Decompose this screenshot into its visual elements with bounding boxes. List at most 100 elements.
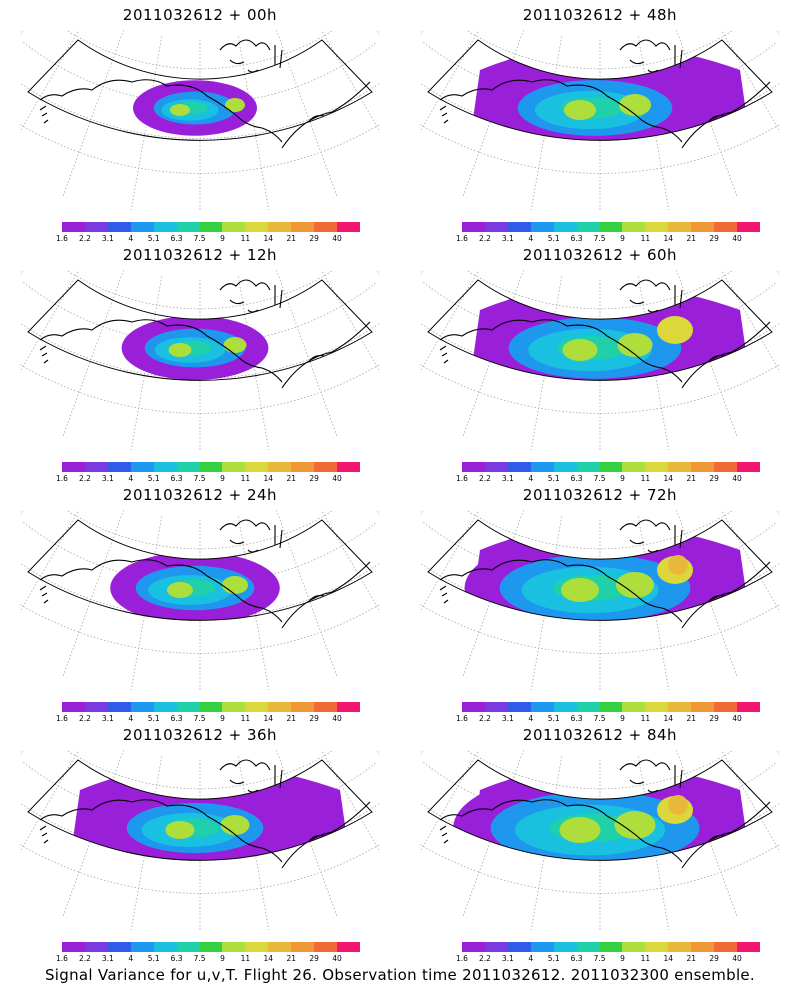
colorbar-swatch — [645, 702, 669, 712]
colorbar-tick-label: 3.1 — [101, 474, 114, 483]
colorbar-swatch — [62, 702, 85, 712]
variance-field — [121, 315, 269, 381]
colorbar-tick-label: 6.3 — [570, 714, 583, 723]
colorbar-tick-label: 5.1 — [547, 234, 560, 243]
colorbar-tick-label: 29 — [709, 474, 719, 483]
colorbar-tick-label: 3.1 — [501, 474, 514, 483]
colorbar-swatch — [107, 942, 131, 952]
domain-border — [27, 39, 373, 141]
colorbar-tick-label: 11 — [240, 954, 251, 963]
colorbar-tick-label: 7.5 — [193, 954, 206, 963]
panel-title: 2011032612 + 12h — [122, 246, 278, 264]
colorbar-swatch — [62, 462, 85, 472]
colorbar-tick-label: 4 — [128, 474, 134, 483]
colorbar-swatch — [337, 222, 360, 232]
colorbar-tick-label: 1.6 — [456, 954, 468, 963]
colorbar-swatch — [62, 222, 85, 232]
colorbar-swatch — [222, 942, 246, 952]
colorbar-swatch — [222, 702, 246, 712]
colorbar-swatch — [153, 462, 177, 472]
colorbar-tick-label: 7.5 — [593, 954, 606, 963]
map-plot — [20, 750, 380, 930]
colorbar-swatch — [576, 222, 600, 232]
colorbar-tick-label: 1.6 — [56, 714, 68, 723]
colorbar-ticks: 1.6 2.2 3.1 4 5.1 6.3 7.5 9 11 14 21 29 40 — [56, 954, 360, 964]
colorbar-swatch — [314, 462, 338, 472]
forecast-panel-4: 2011032612 + 24h 1.6 2.2 3.1 4 5.1 6.3 7.5 9 11 14… — [0, 480, 400, 723]
colorbar-swatch — [222, 222, 246, 232]
colorbar — [62, 222, 360, 232]
colorbar-tick-label: 3.1 — [101, 714, 114, 723]
colorbar-swatch — [599, 702, 623, 712]
colorbar-swatch — [576, 462, 600, 472]
colorbar-swatch — [314, 222, 338, 232]
colorbar-swatch — [291, 222, 315, 232]
colorbar-swatch — [84, 222, 108, 232]
colorbar-swatch — [268, 222, 292, 232]
map-plot — [20, 30, 380, 210]
panel-title: 2011032612 + 00h — [122, 6, 278, 24]
domain-border — [27, 519, 373, 621]
colorbar-tick-label: 14 — [663, 234, 674, 243]
colorbar-tick-label: 9 — [220, 234, 225, 243]
colorbar-swatch — [691, 222, 715, 232]
colorbar-tick-label: 29 — [709, 714, 719, 723]
colorbar-tick-label: 7.5 — [593, 474, 606, 483]
forecast-panel-7: 2011032612 + 84h 1.6 2.2 3.1 4 5.1 6.3 7.5 9 11 14… — [400, 720, 800, 963]
forecast-panel-5: 2011032612 + 72h 1.6 2.2 3.1 4 5.1 6.3 7.5 9 11 14… — [400, 480, 800, 723]
colorbar-tick-label: 9 — [620, 474, 625, 483]
colorbar-swatch — [107, 462, 131, 472]
colorbar-tick-label: 40 — [732, 474, 742, 483]
colorbar-swatch — [553, 462, 577, 472]
domain-border — [427, 759, 773, 861]
variance-field — [133, 80, 257, 136]
colorbar-swatch — [199, 702, 223, 712]
colorbar-swatch — [84, 942, 108, 952]
variance-field — [453, 765, 750, 861]
colorbar-tick-label: 1.6 — [456, 714, 468, 723]
colorbar-swatch — [668, 942, 692, 952]
colorbar-swatch — [176, 462, 200, 472]
colorbar-swatch — [737, 702, 760, 712]
colorbar-swatch — [484, 222, 508, 232]
colorbar-tick-label: 4 — [528, 714, 534, 723]
colorbar-tick-label: 40 — [332, 234, 342, 243]
colorbar-tick-label: 9 — [620, 954, 625, 963]
colorbar-tick-label: 11 — [240, 474, 251, 483]
colorbar-swatch — [737, 942, 760, 952]
colorbar-swatch — [668, 222, 692, 232]
forecast-panel-3: 2011032612 + 60h 1.6 2.2 3.1 4 5.1 6.3 7.5 9 11 14… — [400, 240, 800, 483]
colorbar-tick-label: 40 — [332, 474, 342, 483]
colorbar-tick-label: 9 — [220, 474, 225, 483]
map-plot — [20, 510, 380, 690]
colorbar-tick-label: 14 — [663, 714, 674, 723]
colorbar-tick-label: 40 — [332, 714, 342, 723]
colorbar-swatch — [576, 702, 600, 712]
colorbar-tick-label: 40 — [332, 954, 342, 963]
colorbar-swatch — [507, 702, 531, 712]
colorbar-tick-label: 6.3 — [170, 954, 183, 963]
colorbar-tick-label: 5.1 — [147, 474, 160, 483]
colorbar-swatch — [84, 462, 108, 472]
lat-lon-grid — [20, 30, 380, 210]
colorbar-tick-label: 3.1 — [101, 954, 114, 963]
colorbar-ticks: 1.6 2.2 3.1 4 5.1 6.3 7.5 9 11 14 21 29 40 — [456, 954, 760, 964]
colorbar-tick-label: 7.5 — [593, 714, 606, 723]
colorbar-swatch — [176, 702, 200, 712]
colorbar-swatch — [737, 462, 760, 472]
coastline — [39, 759, 371, 869]
colorbar-swatch — [107, 702, 131, 712]
colorbar-tick-label: 6.3 — [170, 474, 183, 483]
colorbar-tick-label: 7.5 — [193, 474, 206, 483]
colorbar-tick-label: 21 — [686, 474, 696, 483]
colorbar-tick-label: 5.1 — [147, 954, 160, 963]
colorbar-swatch — [245, 222, 269, 232]
colorbar-tick-label: 21 — [286, 714, 296, 723]
colorbar-swatch — [599, 462, 623, 472]
colorbar-swatch — [130, 702, 154, 712]
colorbar-tick-label: 21 — [286, 234, 296, 243]
colorbar-swatch — [691, 702, 715, 712]
coastline — [39, 39, 371, 149]
colorbar-swatch — [130, 462, 154, 472]
colorbar-tick-label: 6.3 — [570, 954, 583, 963]
